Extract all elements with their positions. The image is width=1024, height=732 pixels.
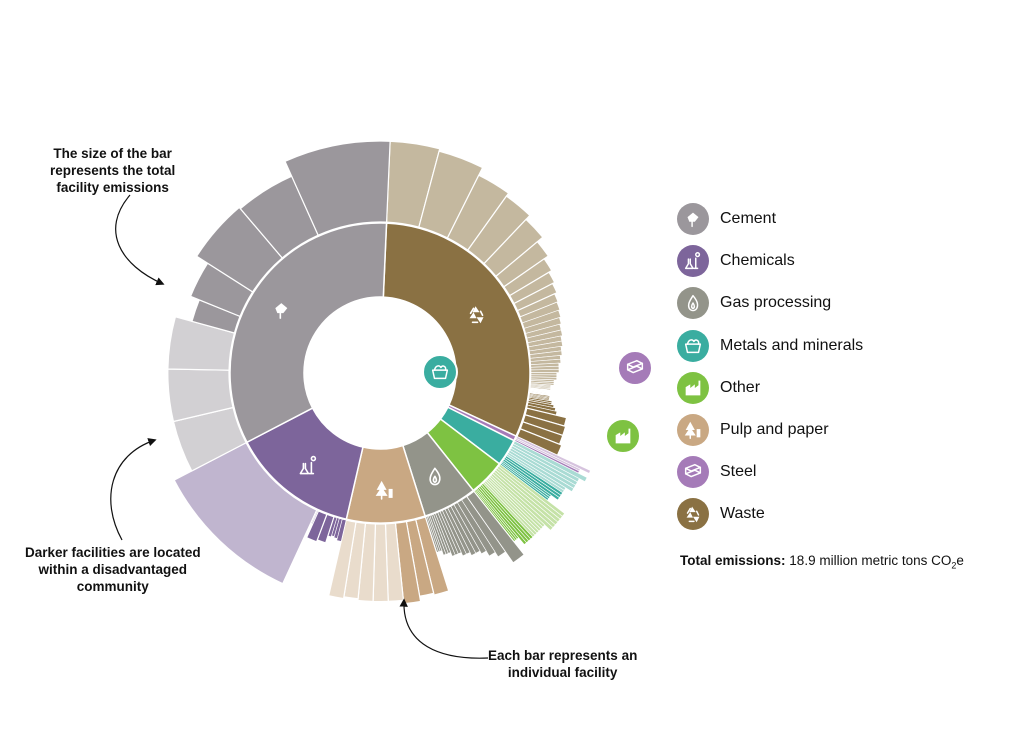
cement-icon — [677, 203, 709, 236]
legend-label: Metals and minerals — [720, 336, 864, 354]
legend-item-pulp-and-paper: Pulp and paper — [676, 409, 863, 451]
legend-label: Chemicals — [720, 252, 795, 270]
sector-waste — [382, 222, 531, 438]
arrow-size — [115, 194, 165, 286]
steel-icon — [617, 350, 653, 386]
legend-item-gas-processing: Gas processing — [676, 282, 863, 324]
factory-icon — [677, 371, 709, 404]
icon-group — [275, 303, 653, 500]
recycle-icon — [677, 498, 709, 531]
facility-bar — [284, 140, 391, 237]
annotation-size: The size of the bar represents the total… — [50, 146, 176, 195]
total-emissions-suffix: e — [956, 553, 964, 568]
center-hole — [305, 298, 455, 448]
legend-item-steel: Steel — [676, 451, 863, 493]
flame-icon — [429, 467, 441, 486]
flame-icon — [677, 287, 709, 320]
legend-item-cement: Cement — [676, 198, 863, 240]
legend: Cement Chemicals Gas processing Metals and … — [676, 198, 863, 536]
cement-icon — [275, 303, 288, 319]
steel-icon — [677, 456, 709, 489]
legend-label: Gas processing — [720, 294, 832, 312]
tree-icon — [677, 414, 709, 447]
total-emissions-sub: 2 — [951, 560, 957, 571]
legend-label: Other — [720, 378, 761, 396]
total-emissions: Total emissions: 18.9 million metric ton… — [680, 553, 964, 571]
chemistry-icon — [299, 455, 317, 475]
annotation-each-bar: Each bar represents an individual facili… — [488, 648, 638, 680]
legend-label: Cement — [720, 210, 777, 228]
recycle-icon — [469, 306, 484, 324]
total-emissions-value: 18.9 million metric tons CO — [789, 553, 952, 568]
arrow-darker — [110, 438, 157, 541]
metals-minerals-icon — [422, 354, 458, 390]
legend-item-chemicals: Chemicals — [676, 240, 863, 282]
legend-label: Pulp and paper — [720, 421, 829, 439]
chemistry-icon — [677, 245, 709, 278]
legend-label: Waste — [720, 505, 765, 523]
legend-item-other: Other — [676, 367, 863, 409]
arrow-each-bar — [399, 598, 489, 659]
annotation-arrows — [110, 194, 489, 659]
sector-cement — [229, 222, 388, 444]
legend-item-metals-and-minerals: Metals and minerals — [676, 325, 863, 367]
metals-minerals-icon — [677, 329, 709, 362]
annotation-darker: Darker facilities are located within a d… — [25, 545, 201, 594]
factory-icon — [605, 418, 641, 454]
facility-bar — [173, 441, 318, 585]
total-emissions-label: Total emissions: — [680, 553, 786, 568]
legend-label: Steel — [720, 463, 757, 481]
ring-group — [167, 140, 591, 605]
tree-icon — [375, 480, 393, 500]
legend-item-waste: Waste — [676, 493, 863, 535]
facility-bar — [530, 369, 560, 373]
